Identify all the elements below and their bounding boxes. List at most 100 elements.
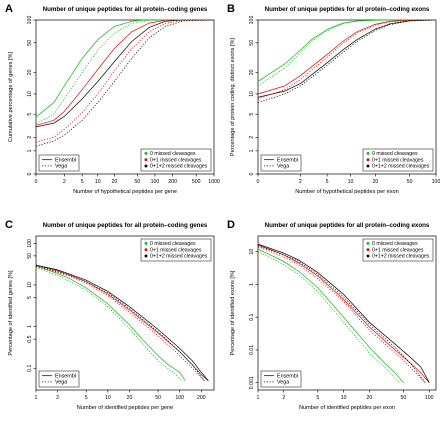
legend-marker — [366, 254, 370, 258]
panel-letter-d: D — [227, 219, 235, 231]
legend-marker — [144, 248, 148, 252]
x-tick-label: 2 — [63, 179, 66, 185]
source-legend-box — [38, 154, 80, 172]
y-axis-label: Percentage of protein coding, distinct e… — [230, 37, 236, 156]
x-tick-label: 10 — [105, 395, 111, 401]
series-line-ensembl-0-missed-cleavages — [35, 265, 186, 382]
x-axis-label: Number of identified peptides per gene — [77, 405, 173, 411]
y-tick-label: 50 — [27, 40, 33, 46]
chart-title: Number of unique peptides for all protei… — [265, 222, 430, 229]
chart-title: Number of unique peptides for all protei… — [43, 6, 208, 13]
x-tick-label: 50 — [155, 395, 161, 401]
y-tick-label: 0 — [27, 172, 33, 175]
y-tick-label: 0.1 — [249, 313, 255, 320]
x-tick-label: 20 — [112, 179, 118, 185]
plot-area — [257, 235, 437, 391]
legend-marker — [144, 151, 148, 155]
y-tick-label: 0.001 — [249, 376, 255, 389]
x-tick-label: 20 — [373, 179, 379, 185]
x-tick-label: 50 — [407, 179, 413, 185]
y-axis-label: Percentage of identified exons [%] — [230, 270, 236, 355]
series-legend-box — [140, 238, 212, 262]
x-tick-label: 0 — [35, 179, 38, 185]
legend-series-label: 0+1 missed cleavages — [372, 157, 424, 163]
y-tick-label: 1 — [249, 283, 255, 286]
source-legend-box — [38, 370, 80, 388]
y-tick-label: 1 — [27, 149, 33, 152]
series-line-ensembl-0-1-2-missed-cleavages — [257, 19, 437, 98]
series-line-vega-0-1-missed-cleavages — [35, 19, 215, 143]
series-line-vega-0-missed-cleavages — [35, 19, 214, 125]
y-tick-label: 1 — [27, 325, 33, 328]
legend-source-label: Ensembl — [55, 374, 76, 380]
legend-marker — [366, 241, 370, 245]
chart-panel-a: A Number of unique peptides for all prote… — [5, 3, 220, 195]
plot-area — [35, 235, 215, 391]
x-tick-label: 1 — [257, 395, 260, 401]
legend-marker — [144, 164, 148, 168]
x-tick-label: 1 — [35, 395, 38, 401]
series-line-ensembl-0-1-missed-cleavages — [35, 264, 209, 382]
y-tick-label: 5 — [27, 296, 33, 299]
series-line-ensembl-0-missed-cleavages — [257, 248, 404, 383]
y-tick-label: 0.1 — [27, 365, 33, 372]
legend-marker — [144, 241, 148, 245]
y-tick-label: 0 — [249, 172, 255, 175]
series-line-vega-0-1-2-missed-cleavages — [257, 245, 426, 383]
x-tick-label: 0 — [257, 179, 260, 185]
series-legend-box — [362, 238, 434, 262]
legend-series-label: 0+1+2 missed cleavages — [372, 164, 430, 170]
legend-source-label: Vega — [277, 164, 289, 170]
series-line-ensembl-0-1-2-missed-cleavages — [35, 264, 209, 382]
legend-source-label: Ensembl — [55, 158, 76, 164]
legend-series-label: 0 missed cleavages — [372, 241, 418, 247]
legend-series-label: 0+1+2 missed cleavages — [372, 254, 430, 260]
series-line-vega-0-missed-cleavages — [257, 251, 400, 383]
legend-marker — [366, 248, 370, 252]
x-tick-label: 2 — [299, 179, 302, 185]
series-line-ensembl-0-1-missed-cleavages — [257, 19, 437, 95]
y-tick-label: 0.5 — [27, 335, 33, 342]
x-tick-label: 2 — [56, 395, 59, 401]
x-tick-label: 100 — [175, 395, 184, 401]
series-line-ensembl-0-1-2-missed-cleavages — [35, 19, 214, 128]
x-tick-label: 500 — [192, 179, 201, 185]
y-tick-label: 2 — [249, 136, 255, 139]
series-line-vega-0-missed-cleavages — [35, 267, 183, 382]
legend-source-label: Ensembl — [277, 158, 298, 164]
x-axis-label: Number of hypothetical peptides per exon — [295, 189, 399, 195]
series-line-ensembl-0-1-missed-cleavages — [257, 244, 430, 383]
legend-source-label: Ensembl — [277, 374, 298, 380]
legend-series-label: 0 missed cleavages — [150, 151, 196, 157]
x-tick-label: 200 — [168, 179, 177, 185]
x-tick-label: 1000 — [208, 179, 220, 185]
series-line-vega-0-1-missed-cleavages — [257, 19, 437, 100]
series-line-vega-0-missed-cleavages — [257, 19, 436, 87]
series-line-vega-0-1-2-missed-cleavages — [257, 19, 437, 103]
legend-marker — [366, 164, 370, 168]
x-tick-label: 20 — [127, 395, 133, 401]
legend-source-label: Vega — [55, 164, 67, 170]
y-tick-label: 0.01 — [249, 345, 255, 355]
source-legend-box — [260, 154, 302, 172]
y-tick-label: 50 — [27, 253, 33, 259]
series-line-ensembl-0-1-missed-cleavages — [35, 19, 214, 126]
legend-series-label: 0+1 missed cleavages — [150, 157, 202, 163]
x-tick-label: 50 — [134, 179, 140, 185]
x-tick-label: 20 — [366, 395, 372, 401]
legend-series-label: 0+1+2 missed cleavages — [150, 164, 208, 170]
y-tick-label: 100 — [27, 16, 33, 25]
series-line-ensembl-0-missed-cleavages — [257, 19, 436, 82]
y-tick-label: 10 — [27, 282, 33, 288]
x-tick-label: 100 — [151, 179, 160, 185]
legend-source-label: Vega — [55, 380, 67, 386]
x-tick-label: 50 — [401, 395, 407, 401]
legend-series-label: 0+1 missed cleavages — [372, 247, 424, 253]
chart-title: Number of unique peptides for all protei… — [43, 222, 208, 229]
x-tick-label: 100 — [432, 179, 440, 185]
y-tick-label: 2 — [27, 136, 33, 139]
x-tick-label: 200 — [197, 395, 206, 401]
legend-marker — [144, 254, 148, 258]
x-tick-label: 5 — [316, 395, 319, 401]
